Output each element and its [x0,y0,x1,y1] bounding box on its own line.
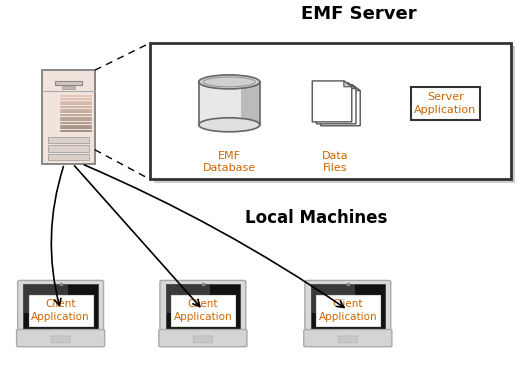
Text: EMF Server: EMF Server [300,5,416,23]
Bar [165,284,240,336]
Bar [165,284,210,313]
Bar [28,294,93,326]
FancyBboxPatch shape [51,336,70,343]
Ellipse shape [199,75,260,89]
Bar [23,284,98,336]
Text: Server
Application: Server Application [414,92,476,115]
Text: Client
Application: Client Application [173,299,232,322]
Bar [411,87,480,120]
FancyBboxPatch shape [18,280,103,340]
Bar [23,284,68,313]
Bar [154,46,515,183]
Polygon shape [348,83,356,89]
Bar [241,82,260,125]
Text: Client
Application: Client Application [31,299,90,322]
Bar [150,43,511,179]
Text: Client
Application: Client Application [318,299,377,322]
FancyBboxPatch shape [338,336,357,343]
Bar [48,136,89,143]
Text: Local Machines: Local Machines [245,209,387,227]
Polygon shape [344,81,352,87]
Polygon shape [316,83,356,124]
Bar [48,154,89,160]
Ellipse shape [199,118,260,132]
Bar [316,294,380,326]
Bar [48,145,89,152]
Polygon shape [320,85,360,126]
Text: Data
Files: Data Files [322,151,348,173]
Polygon shape [312,81,352,122]
Bar [310,284,385,336]
FancyBboxPatch shape [42,70,95,164]
Bar [55,81,82,85]
FancyBboxPatch shape [160,280,246,340]
FancyBboxPatch shape [159,330,247,347]
Polygon shape [352,85,360,90]
FancyBboxPatch shape [193,336,212,343]
FancyBboxPatch shape [305,280,391,340]
Bar [171,294,235,326]
FancyBboxPatch shape [304,330,392,347]
FancyBboxPatch shape [16,330,105,347]
Bar [310,284,355,313]
Text: EMF
Database: EMF Database [203,151,256,173]
Bar [199,82,260,125]
Bar [62,86,75,89]
